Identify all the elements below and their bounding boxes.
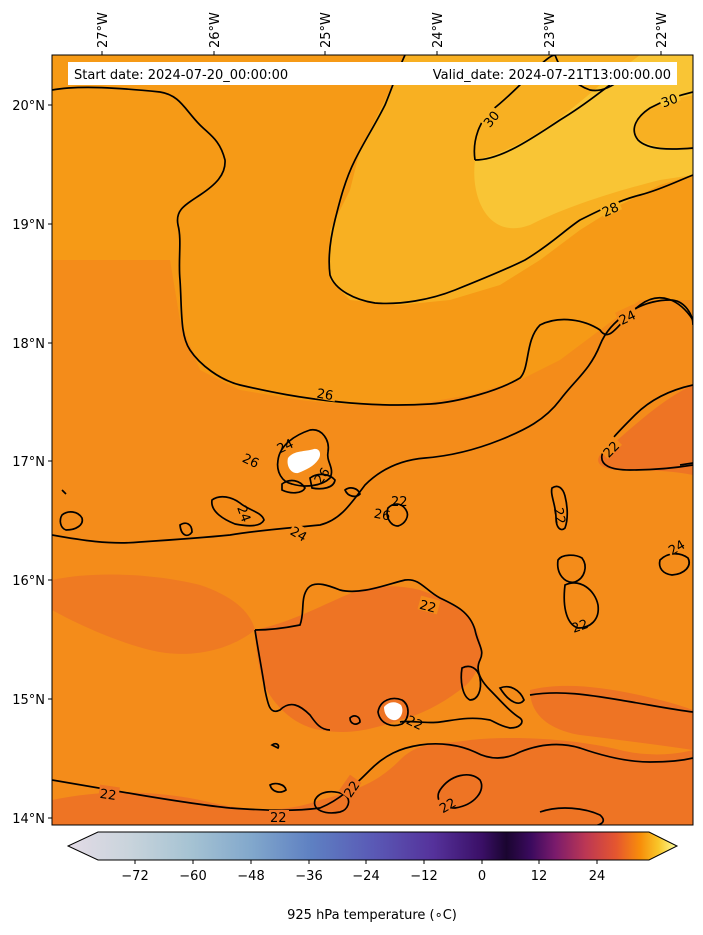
contour-island-15 <box>349 715 361 725</box>
contour-island-cluster-1 <box>276 429 333 487</box>
lat-tick-label: 18°N <box>12 337 45 352</box>
contour-island-17 <box>269 782 287 793</box>
contour-label: 24 <box>233 504 253 525</box>
contour-22-southeast-b <box>529 692 693 713</box>
colorbar: −72 −60 −48 −36 −24 −12 0 12 24 925 hPa … <box>66 831 679 923</box>
contour-label: 24 <box>666 538 688 559</box>
contour-label: 22 <box>418 598 438 617</box>
temp-band-22-east <box>598 385 693 475</box>
contour-22-sw-loop <box>313 790 350 814</box>
lon-tick-label: 23°W <box>543 12 558 48</box>
colorbar-tick-label: 12 <box>531 869 548 884</box>
lat-tick-label: 20°N <box>12 99 45 114</box>
contour-22-center <box>254 579 523 729</box>
lat-tick-label: 17°N <box>12 455 45 470</box>
colorbar-tick-label: −72 <box>121 869 148 884</box>
contour-label: 22 <box>270 811 287 826</box>
missing-data-island-south <box>384 702 403 721</box>
lon-tick-label: 22°W <box>655 12 670 48</box>
contour-22-south <box>52 742 693 812</box>
contour-island-18 <box>61 489 67 495</box>
temp-band-30 <box>474 55 693 229</box>
lon-tick-label: 25°W <box>319 12 334 48</box>
missing-data-island-north <box>287 448 321 474</box>
contour-label: 22 <box>391 495 408 510</box>
contour-label: 22 <box>437 796 459 817</box>
contour-island-6 <box>211 495 265 527</box>
contour-island-20 <box>679 462 693 466</box>
contour-island-16 <box>270 742 280 750</box>
contour-26 <box>52 86 693 406</box>
contour-island-10 <box>556 554 586 584</box>
temp-band-22-se <box>530 685 693 750</box>
longitude-axis: 27°W 26°W 25°W 24°W 23°W 22°W <box>96 12 670 55</box>
contour-island-4 <box>343 487 361 498</box>
lon-tick-label: 24°W <box>431 12 446 48</box>
contour-label: 22 <box>404 713 425 734</box>
lon-tick-label: 27°W <box>96 12 111 48</box>
start-date: Start date: 2024-07-20_00:00:00 <box>74 68 288 83</box>
contour-island-7 <box>59 511 84 531</box>
contour-24-north <box>52 299 693 544</box>
lon-tick-label: 26°W <box>208 12 223 48</box>
latitude-axis: 20°N 19°N 18°N 17°N 16°N 15°N 14°N <box>12 99 52 827</box>
contour-island-cluster-2 <box>281 479 306 494</box>
temp-band-22-center <box>255 586 482 732</box>
contour-island-19 <box>498 685 525 704</box>
lat-tick-label: 14°N <box>12 812 45 827</box>
contour-label: 24 <box>287 524 309 545</box>
lat-tick-label: 16°N <box>12 574 45 589</box>
contour-island-8 <box>179 522 193 537</box>
contour-28 <box>328 55 693 305</box>
contour-label-group: 30 30 28 24 26 24 26 26 24 24 22 26 22 2… <box>98 87 689 826</box>
contour-label: 26 <box>315 387 334 405</box>
contour-label: 28 <box>600 200 621 221</box>
colorbar-tick-label: −36 <box>295 869 322 884</box>
colorbar-tick-label: 24 <box>589 869 606 884</box>
colorbar-tick-label: 0 <box>478 869 486 884</box>
contour-island-11 <box>563 582 600 629</box>
contour-label: 30 <box>660 92 681 112</box>
colorbar-title: 925 hPa temperature (∘C) <box>287 908 457 923</box>
contour-label: 24 <box>275 437 296 458</box>
map-frame <box>51 54 694 826</box>
colorbar-tick-label: −60 <box>179 869 206 884</box>
contour-label: 26 <box>240 451 261 472</box>
contour-label: 22 <box>550 507 568 526</box>
temperature-map: 30 30 28 24 26 24 26 26 24 24 22 26 22 2… <box>52 55 693 826</box>
contour-label: 22 <box>570 617 591 637</box>
contour-island-5 <box>386 503 409 527</box>
valid-date: Valid_date: 2024-07-21T13:00:00.00 <box>433 68 671 83</box>
colorbar-tick-label: −24 <box>352 869 379 884</box>
lat-tick-label: 15°N <box>12 693 45 708</box>
contour-22-east <box>600 384 693 471</box>
contour-island-14 <box>377 697 409 727</box>
temp-band-22-lowwest <box>52 574 255 654</box>
colorbar-bar <box>66 831 679 861</box>
contour-label: 22 <box>99 787 117 804</box>
temp-band-22-south <box>52 738 693 825</box>
contour-30-b <box>474 84 611 161</box>
contour-label: 26 <box>373 507 392 525</box>
colorbar-tick-label: −48 <box>237 869 264 884</box>
contour-island-9 <box>550 485 569 531</box>
contour-label: 24 <box>617 308 638 329</box>
contour-island-13 <box>460 665 482 701</box>
date-header-bar <box>68 62 677 85</box>
lat-tick-label: 19°N <box>12 218 45 233</box>
colorbar-tick-label: −12 <box>410 869 437 884</box>
contour-22-center-west <box>254 629 331 731</box>
contour-island-cluster-3 <box>309 473 336 490</box>
